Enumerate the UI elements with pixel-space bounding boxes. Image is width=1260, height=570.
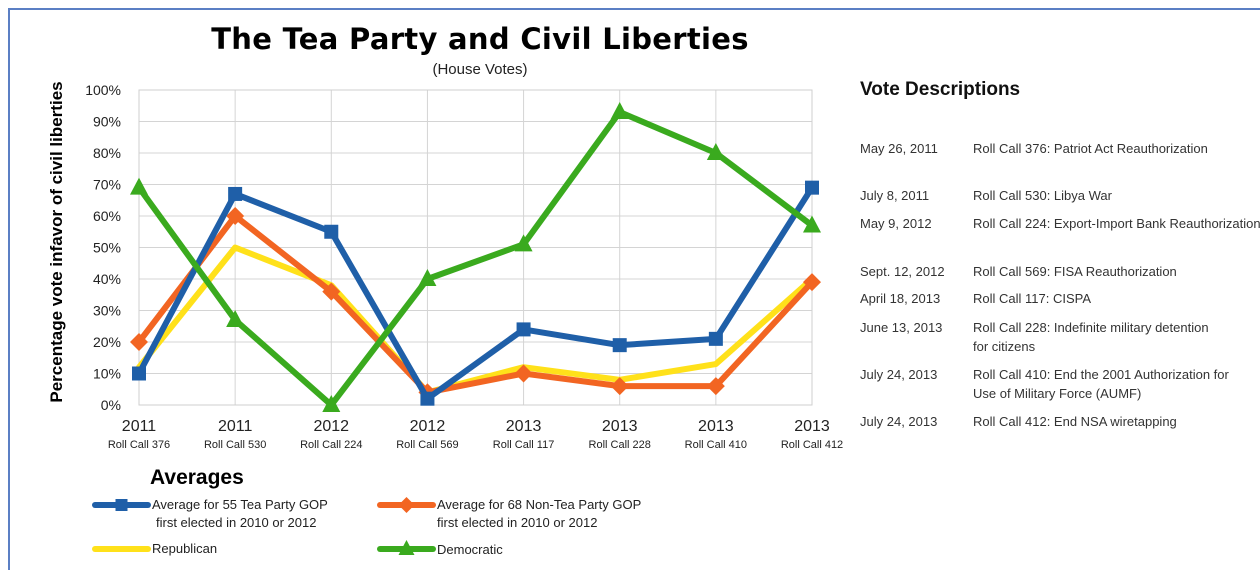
series-point (514, 234, 533, 252)
series-point (130, 333, 148, 351)
y-axis-label: Percentage vote infavor of civil liberti… (47, 81, 66, 403)
series-point (398, 540, 415, 555)
vote-date: July 24, 2013 (860, 414, 938, 429)
series-point (132, 366, 146, 381)
x-tick-year: 2013 (698, 418, 734, 435)
series-point (420, 391, 435, 406)
series-point (610, 102, 629, 120)
vote-date: April 18, 2013 (860, 291, 941, 306)
y-tick-label: 40% (93, 271, 121, 287)
series-point (612, 338, 627, 353)
vote-text: Roll Call 569: FISA Reauthorization (973, 264, 1177, 279)
series-point (516, 322, 531, 337)
plot-area-border (138, 89, 813, 406)
series-point (226, 309, 245, 327)
series-point (708, 331, 723, 346)
vote-text: Roll Call 410: End the 2001 Authorizatio… (973, 367, 1229, 401)
y-tick-label: 50% (93, 240, 121, 256)
y-tick-label: 30% (93, 303, 121, 319)
legend-label-line: first elected in 2010 or 2012 (437, 515, 598, 530)
vote-date: May 26, 2011 (860, 141, 938, 156)
legend-label-non-tea-party: Average for 68 Non-Tea Party GOP first e… (437, 496, 641, 532)
vote-date: Sept. 12, 2012 (860, 264, 945, 279)
series-point (226, 207, 245, 225)
legend-title: Averages (150, 466, 244, 489)
x-tick-label: Roll Call 530 (204, 439, 266, 451)
chart-subtitle: (House Votes) (432, 61, 528, 78)
x-tick-year: 2012 (313, 418, 349, 435)
series-point (706, 377, 725, 396)
y-tick-label: 10% (93, 366, 121, 382)
chart-frame (8, 8, 1260, 570)
vote-date: May 9, 2012 (860, 216, 932, 231)
vote-text: Roll Call 224: Export-Import Bank Reauth… (973, 216, 1260, 231)
series-point (130, 177, 148, 195)
x-tick-label: Roll Call 228 (589, 439, 651, 451)
x-tick-year: 2013 (794, 418, 830, 435)
x-tick-year: 2013 (506, 418, 542, 435)
y-tick-label: 0% (101, 397, 121, 413)
legend-layer (92, 497, 436, 555)
legend-label-line: Average for 68 Non-Tea Party GOP (437, 497, 642, 512)
x-tick-label: Roll Call 376 (108, 439, 170, 451)
vote-date: July 24, 2013 (860, 367, 938, 382)
x-tick-label: Roll Call 224 (300, 439, 362, 451)
legend-label-republican: Republican (152, 541, 218, 556)
series-point (803, 215, 821, 233)
series-point (228, 186, 243, 201)
y-tick-label: 80% (93, 145, 121, 161)
vote-text: Roll Call 530: Libya War (973, 188, 1112, 203)
y-tick-label: 70% (93, 177, 121, 193)
series-point (418, 269, 437, 286)
vote-text: Roll Call 117: CISPA (973, 291, 1092, 306)
y-tick-label: 90% (93, 114, 121, 130)
series-point (706, 143, 725, 160)
x-tick-label: Roll Call 412 (781, 439, 843, 451)
series-point (115, 499, 128, 511)
x-tick-year: 2012 (410, 418, 446, 435)
series-point (322, 395, 341, 412)
series-point (324, 224, 339, 239)
series-line (136, 213, 815, 396)
series-line (136, 244, 815, 396)
series-layer (130, 102, 821, 412)
vote-date: June 13, 2013 (860, 320, 943, 335)
series-point (322, 282, 341, 301)
x-tick-year: 2011 (122, 418, 157, 435)
vote-text: Roll Call 376: Patriot Act Reauthorizati… (973, 141, 1208, 156)
vote-descriptions-heading: Vote Descriptions (860, 79, 1021, 100)
series-point (514, 364, 533, 383)
x-tick-label: Roll Call 117 (493, 439, 555, 451)
series-point (398, 497, 415, 513)
chart-title: The Tea Party and Civil Liberties (211, 22, 749, 56)
axis-layer: 0% 10% 20% 30% 40% 50% 60% 70% 80% 90% 100% 2011 Rol… (85, 82, 843, 451)
y-tick-label: 60% (93, 208, 121, 224)
y-tick-label: 20% (93, 334, 121, 350)
vote-text: Roll Call 228: Indefinite military deten… (973, 320, 1209, 354)
series-point (803, 273, 821, 292)
grid-layer (138, 89, 813, 406)
legend-label-line: Average for 55 Tea Party GOP (152, 497, 328, 512)
series-line (136, 184, 815, 402)
legend-label-democratic: Democratic (437, 542, 503, 557)
legend-label-tea-party: Average for 55 Tea Party GOP first elect… (152, 496, 328, 532)
y-tick-label: 100% (85, 82, 121, 98)
series-point (805, 180, 819, 195)
x-tick-label: Roll Call 410 (685, 439, 747, 451)
legend-label-line: first elected in 2010 or 2012 (156, 515, 317, 530)
series-point (610, 377, 629, 396)
series-line (136, 109, 815, 408)
x-tick-label: Roll Call 569 (396, 439, 458, 451)
x-tick-year: 2011 (218, 418, 253, 435)
vote-date: July 8, 2011 (860, 188, 930, 203)
x-tick-year: 2013 (602, 418, 638, 435)
vote-text: Roll Call 412: End NSA wiretapping (973, 414, 1177, 429)
